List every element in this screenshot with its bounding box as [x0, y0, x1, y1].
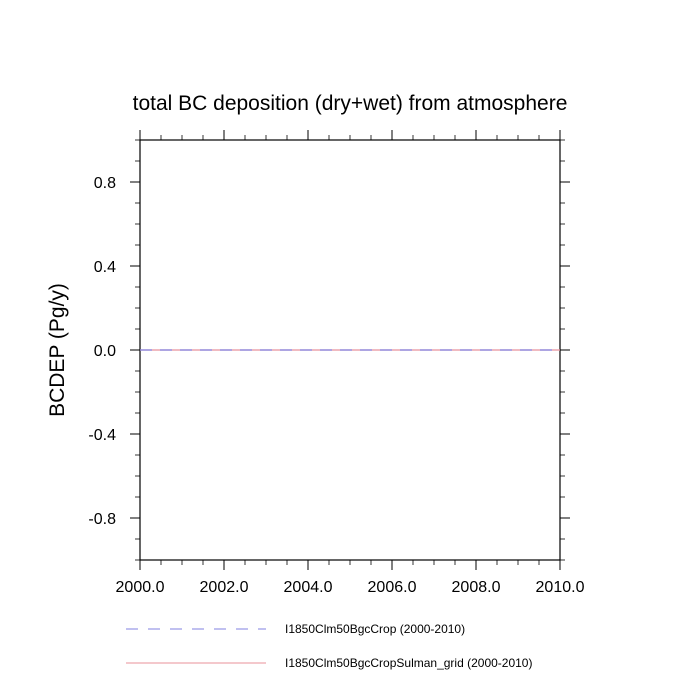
x-tick-label: 2002.0	[200, 579, 249, 596]
legend-label-2: I1850Clm50BgcCropSulman_grid (2000-2010)	[285, 656, 532, 670]
y-tick-label: 0.8	[94, 175, 116, 192]
legend: I1850Clm50BgcCrop (2000-2010) I1850Clm50B…	[126, 622, 532, 670]
legend-label-1: I1850Clm50BgcCrop (2000-2010)	[285, 622, 465, 636]
x-tick-label: 2008.0	[452, 579, 501, 596]
chart-title: total BC deposition (dry+wet) from atmos…	[133, 92, 568, 115]
x-tick-label: 2010.0	[536, 579, 585, 596]
x-tick-label: 2006.0	[368, 579, 417, 596]
y-tick-label: 0.0	[94, 343, 116, 360]
y-axis-label: BCDEP (Pg/y)	[46, 283, 69, 417]
y-tick-label: -0.4	[88, 427, 116, 444]
plot-area: 2000.0 2002.0 2004.0 2006.0 2008.0 2010.0 -0.8…	[88, 130, 585, 596]
y-tick-label: 0.4	[94, 259, 116, 276]
x-tick-label: 2000.0	[116, 579, 165, 596]
y-tick-label: -0.8	[88, 511, 116, 528]
x-tick-label: 2004.0	[284, 579, 333, 596]
